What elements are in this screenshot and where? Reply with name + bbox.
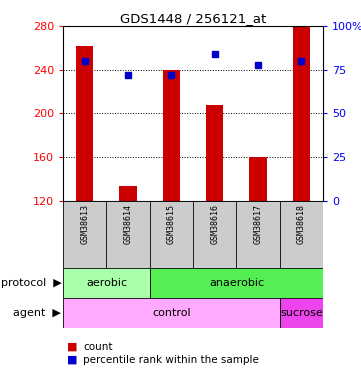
Bar bbox=[150, 268, 323, 298]
Bar bbox=[163, 70, 180, 201]
Text: ■: ■ bbox=[67, 342, 77, 352]
Text: anaerobic: anaerobic bbox=[209, 278, 264, 288]
Bar bbox=[280, 298, 323, 328]
Bar bbox=[76, 46, 93, 201]
Text: GSM38613: GSM38613 bbox=[81, 204, 89, 244]
Text: control: control bbox=[152, 308, 191, 318]
Text: GSM38618: GSM38618 bbox=[297, 204, 306, 244]
Text: ■: ■ bbox=[67, 355, 77, 365]
Bar bbox=[206, 105, 223, 201]
Text: agent  ▶: agent ▶ bbox=[13, 308, 61, 318]
Title: GDS1448 / 256121_at: GDS1448 / 256121_at bbox=[120, 12, 266, 25]
Text: aerobic: aerobic bbox=[86, 278, 127, 288]
Text: percentile rank within the sample: percentile rank within the sample bbox=[83, 355, 259, 365]
Text: protocol  ▶: protocol ▶ bbox=[1, 278, 61, 288]
Bar bbox=[293, 26, 310, 201]
Bar bbox=[119, 186, 137, 201]
Text: sucrose: sucrose bbox=[280, 308, 323, 318]
Text: GSM38615: GSM38615 bbox=[167, 204, 176, 244]
Text: GSM38617: GSM38617 bbox=[254, 204, 262, 244]
Text: GSM38614: GSM38614 bbox=[124, 204, 132, 244]
Bar bbox=[63, 268, 150, 298]
Bar bbox=[63, 298, 280, 328]
Bar bbox=[249, 157, 267, 201]
Text: count: count bbox=[83, 342, 113, 352]
Text: GSM38616: GSM38616 bbox=[210, 204, 219, 244]
